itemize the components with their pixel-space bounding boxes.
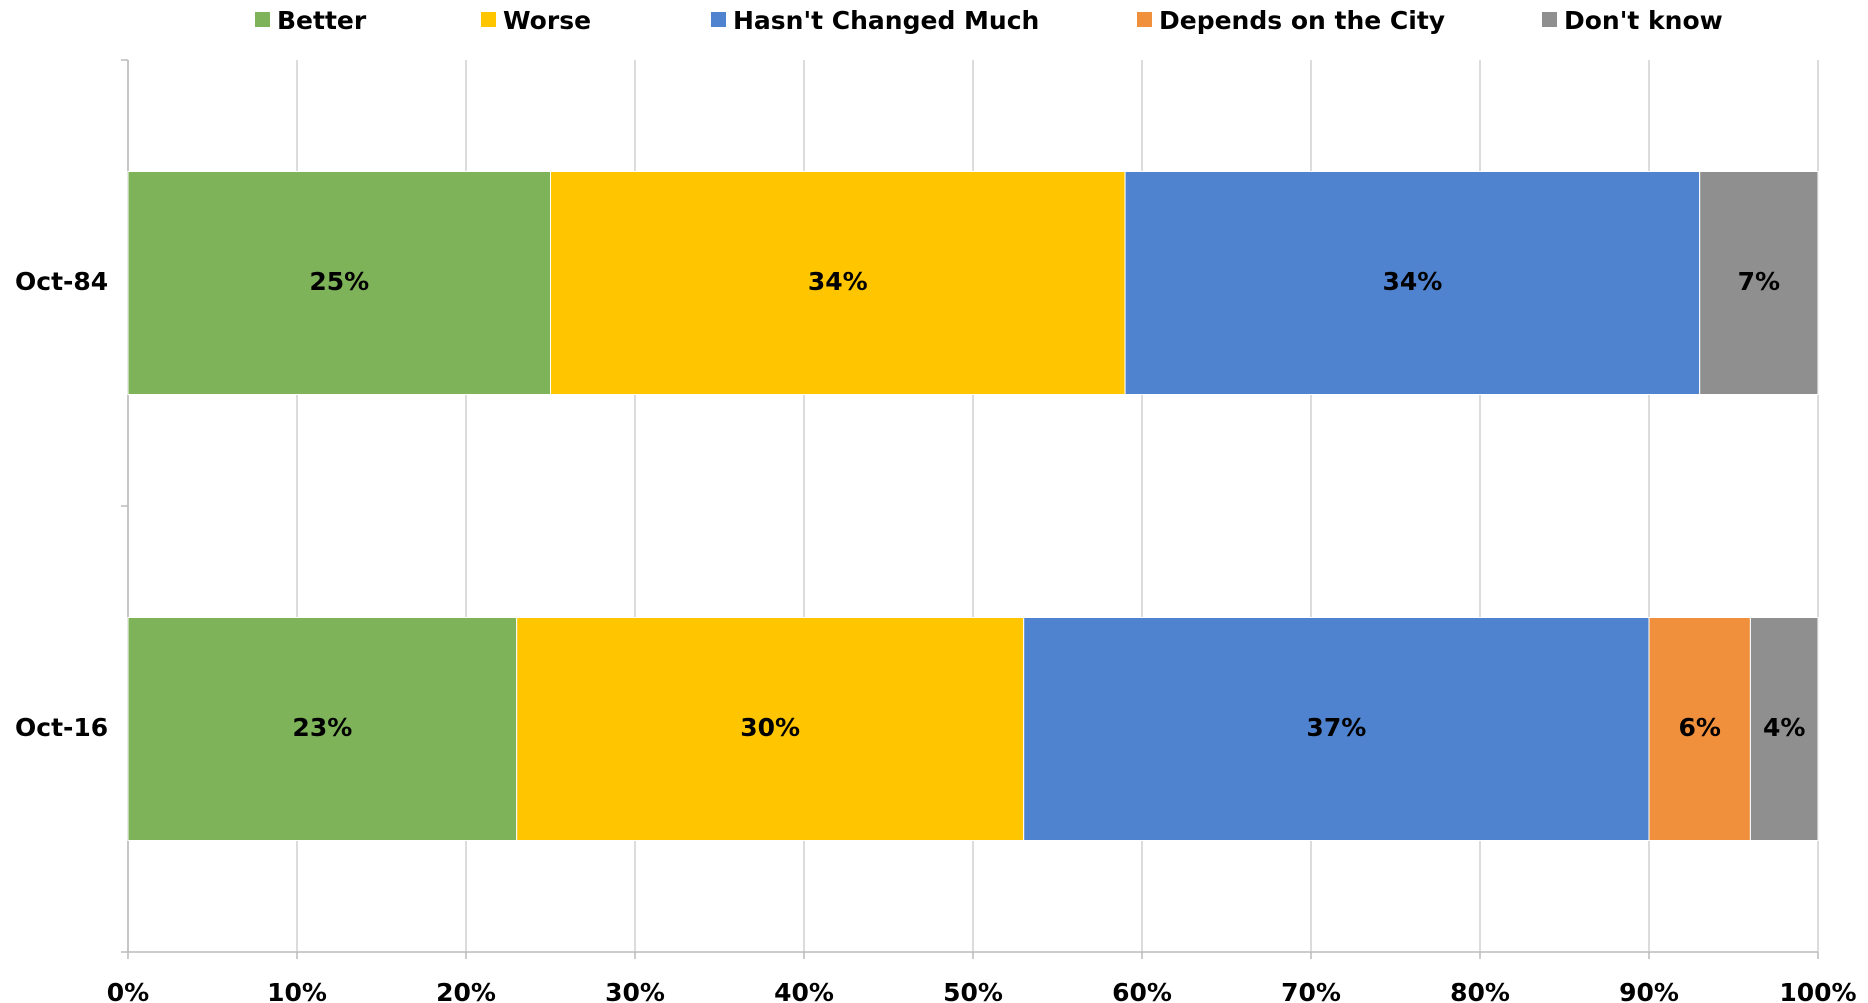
legend-swatch: [711, 12, 726, 27]
x-tick-label: 60%: [1112, 978, 1172, 1003]
bar-segment: [127, 617, 518, 841]
bar-segment: [1648, 617, 1751, 841]
bar-segment: [1749, 617, 1819, 841]
x-tick-label: 40%: [774, 978, 834, 1003]
x-tick-label: 90%: [1619, 978, 1679, 1003]
x-tick-label: 10%: [267, 978, 327, 1003]
data-label: 30%: [740, 713, 800, 742]
x-tick-label: 0%: [107, 978, 149, 1003]
x-tick-label: 100%: [1779, 978, 1856, 1003]
bar-segment: [1023, 617, 1650, 841]
bar-segment: [1699, 171, 1819, 395]
y-tick-label: Oct-84: [15, 267, 108, 296]
data-label: 34%: [1382, 267, 1442, 296]
bar-segment: [1124, 171, 1701, 395]
legend-label: Better: [277, 6, 367, 35]
legend-swatch: [1542, 12, 1557, 27]
data-label: 37%: [1306, 713, 1366, 742]
legend-swatch: [1137, 12, 1152, 27]
legend-label: Don't know: [1564, 6, 1723, 35]
legend-swatch: [481, 12, 496, 27]
data-label: 23%: [292, 713, 352, 742]
legend-label: Worse: [503, 6, 591, 35]
data-label: 25%: [309, 267, 369, 296]
bar-segment: [516, 617, 1025, 841]
x-tick-label: 80%: [1450, 978, 1510, 1003]
x-tick-label: 50%: [943, 978, 1003, 1003]
y-tick-label: Oct-16: [15, 713, 108, 742]
legend-label: Depends on the City: [1159, 6, 1445, 35]
x-tick-label: 20%: [436, 978, 496, 1003]
bar-segment: [127, 171, 551, 395]
data-label: 4%: [1763, 713, 1805, 742]
x-tick-label: 70%: [1281, 978, 1341, 1003]
legend-swatch: [255, 12, 270, 27]
data-label: 6%: [1678, 713, 1720, 742]
legend-label: Hasn't Changed Much: [733, 6, 1039, 35]
data-label: 7%: [1738, 267, 1780, 296]
data-label: 34%: [808, 267, 868, 296]
x-tick-label: 30%: [605, 978, 665, 1003]
bar-segment: [550, 171, 1126, 395]
